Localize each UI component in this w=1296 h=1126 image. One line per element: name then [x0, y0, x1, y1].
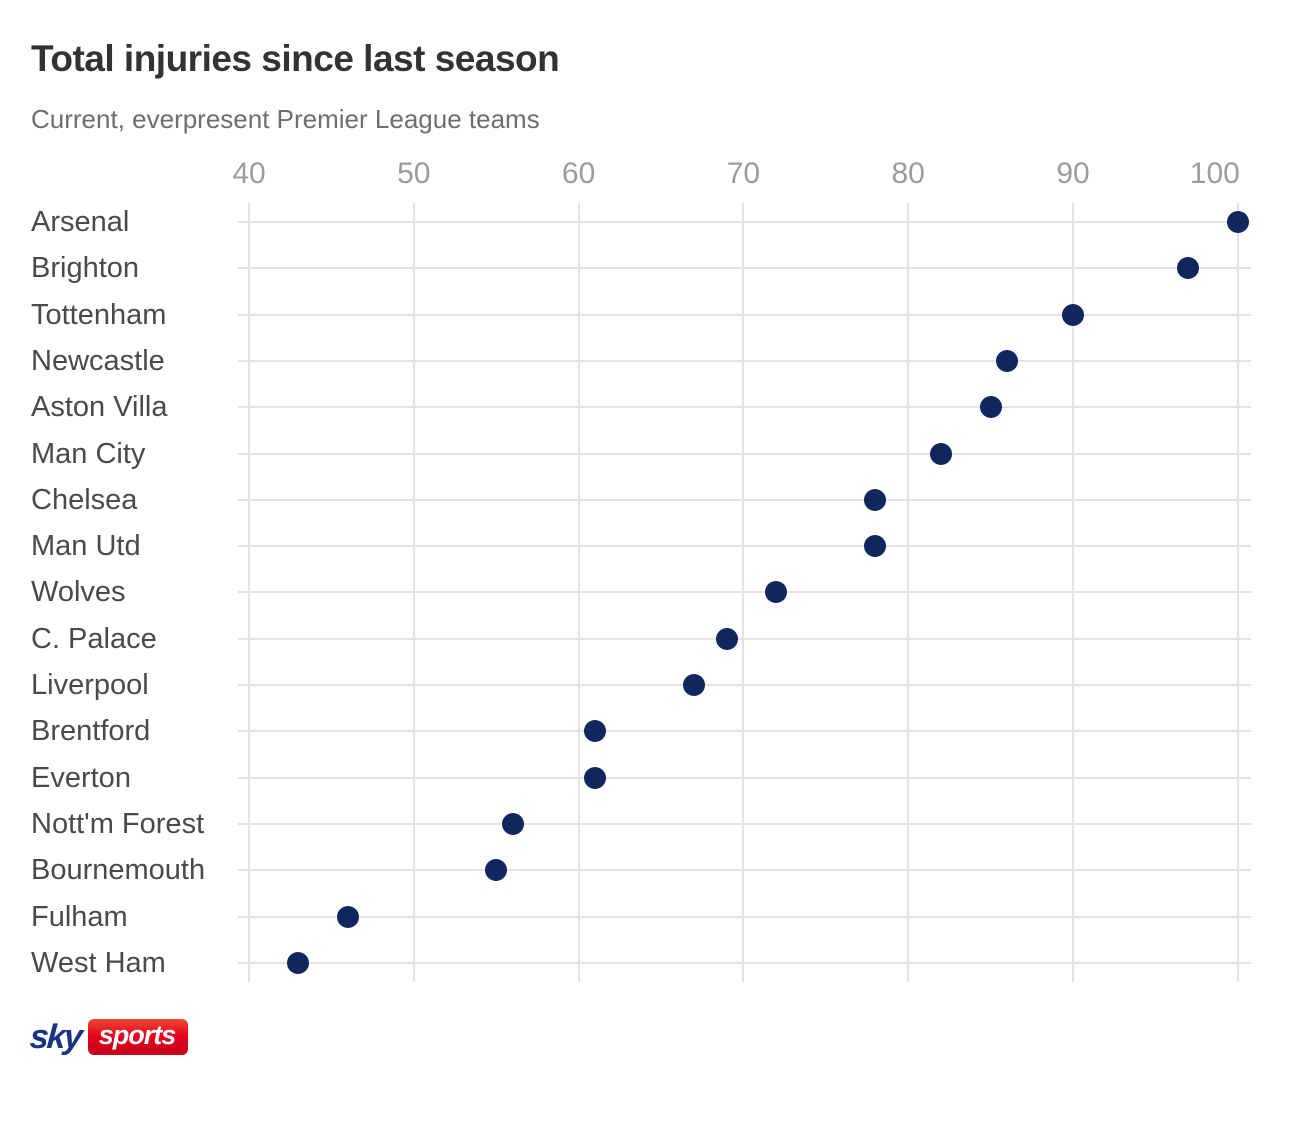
team-label: Man City — [31, 437, 146, 470]
data-dot — [864, 488, 887, 511]
team-label: C. Palace — [31, 622, 157, 655]
team-label: Brentford — [31, 715, 151, 748]
team-label: Nott'm Forest — [31, 807, 205, 840]
row-gridline — [238, 267, 1251, 270]
row-gridline — [238, 359, 1251, 362]
x-tick-label: 40 — [232, 157, 266, 190]
data-dot — [682, 674, 705, 696]
x-tick-label: 70 — [726, 157, 761, 190]
team-label: Arsenal — [31, 206, 130, 238]
data-dot — [765, 581, 788, 604]
data-dot — [979, 396, 1002, 419]
team-label: Newcastle — [31, 344, 165, 377]
data-dot — [1226, 211, 1249, 233]
data-dot — [715, 627, 738, 650]
row-gridline — [238, 776, 1251, 779]
row-gridline — [238, 869, 1251, 872]
data-dot — [336, 905, 359, 928]
team-label: Fulham — [31, 900, 128, 933]
team-label: Wolves — [31, 576, 126, 609]
x-tick-label: 50 — [397, 157, 431, 190]
row-gridline — [238, 915, 1251, 918]
data-dot — [864, 535, 887, 558]
data-dot — [1177, 257, 1200, 280]
team-label: Bournemouth — [31, 854, 206, 887]
x-tick-label: 60 — [561, 157, 596, 190]
row-gridline — [238, 637, 1251, 640]
team-label: Chelsea — [31, 483, 138, 516]
row-gridline — [238, 221, 1251, 223]
team-label: Aston Villa — [31, 391, 168, 424]
data-dot — [930, 442, 953, 465]
data-dot — [1062, 303, 1084, 326]
chart-area: 40 50 60 70 80 90 100 Arsenal Brighton Tottenham N… — [31, 157, 1251, 982]
data-dot — [584, 766, 607, 789]
data-dot — [584, 720, 607, 743]
team-label: Man Utd — [31, 530, 141, 563]
team-label: West Ham — [31, 946, 166, 979]
row-gridline — [238, 730, 1251, 733]
data-dot — [501, 812, 524, 835]
sky-sports-logo: sky sports — [28, 1017, 189, 1056]
team-label: Tottenham — [31, 298, 167, 331]
row-gridline — [238, 961, 1251, 964]
chart-subtitle: Current, everpresent Premier League team… — [31, 104, 540, 134]
row-gridline — [238, 822, 1251, 825]
row-gridline — [238, 684, 1251, 686]
row-gridline — [238, 406, 1251, 409]
row-gridline — [238, 591, 1251, 594]
sky-logo-text: sky — [28, 1017, 83, 1056]
row-gridline — [238, 498, 1251, 501]
data-dot — [485, 859, 508, 882]
row-gridline — [238, 545, 1251, 548]
x-tick-label: 90 — [1056, 157, 1090, 190]
row-gridline — [238, 313, 1251, 316]
sports-logo-badge: sports — [87, 1019, 189, 1055]
data-dot — [996, 349, 1019, 372]
x-tick-label: 100 — [1189, 157, 1240, 190]
row-gridline — [238, 452, 1251, 455]
x-tick-label: 80 — [891, 157, 925, 190]
data-dot — [287, 951, 310, 974]
team-label: Everton — [31, 761, 131, 794]
team-label: Liverpool — [31, 669, 149, 701]
chart-title: Total injuries since last season — [31, 38, 560, 79]
team-label: Brighton — [31, 252, 140, 285]
